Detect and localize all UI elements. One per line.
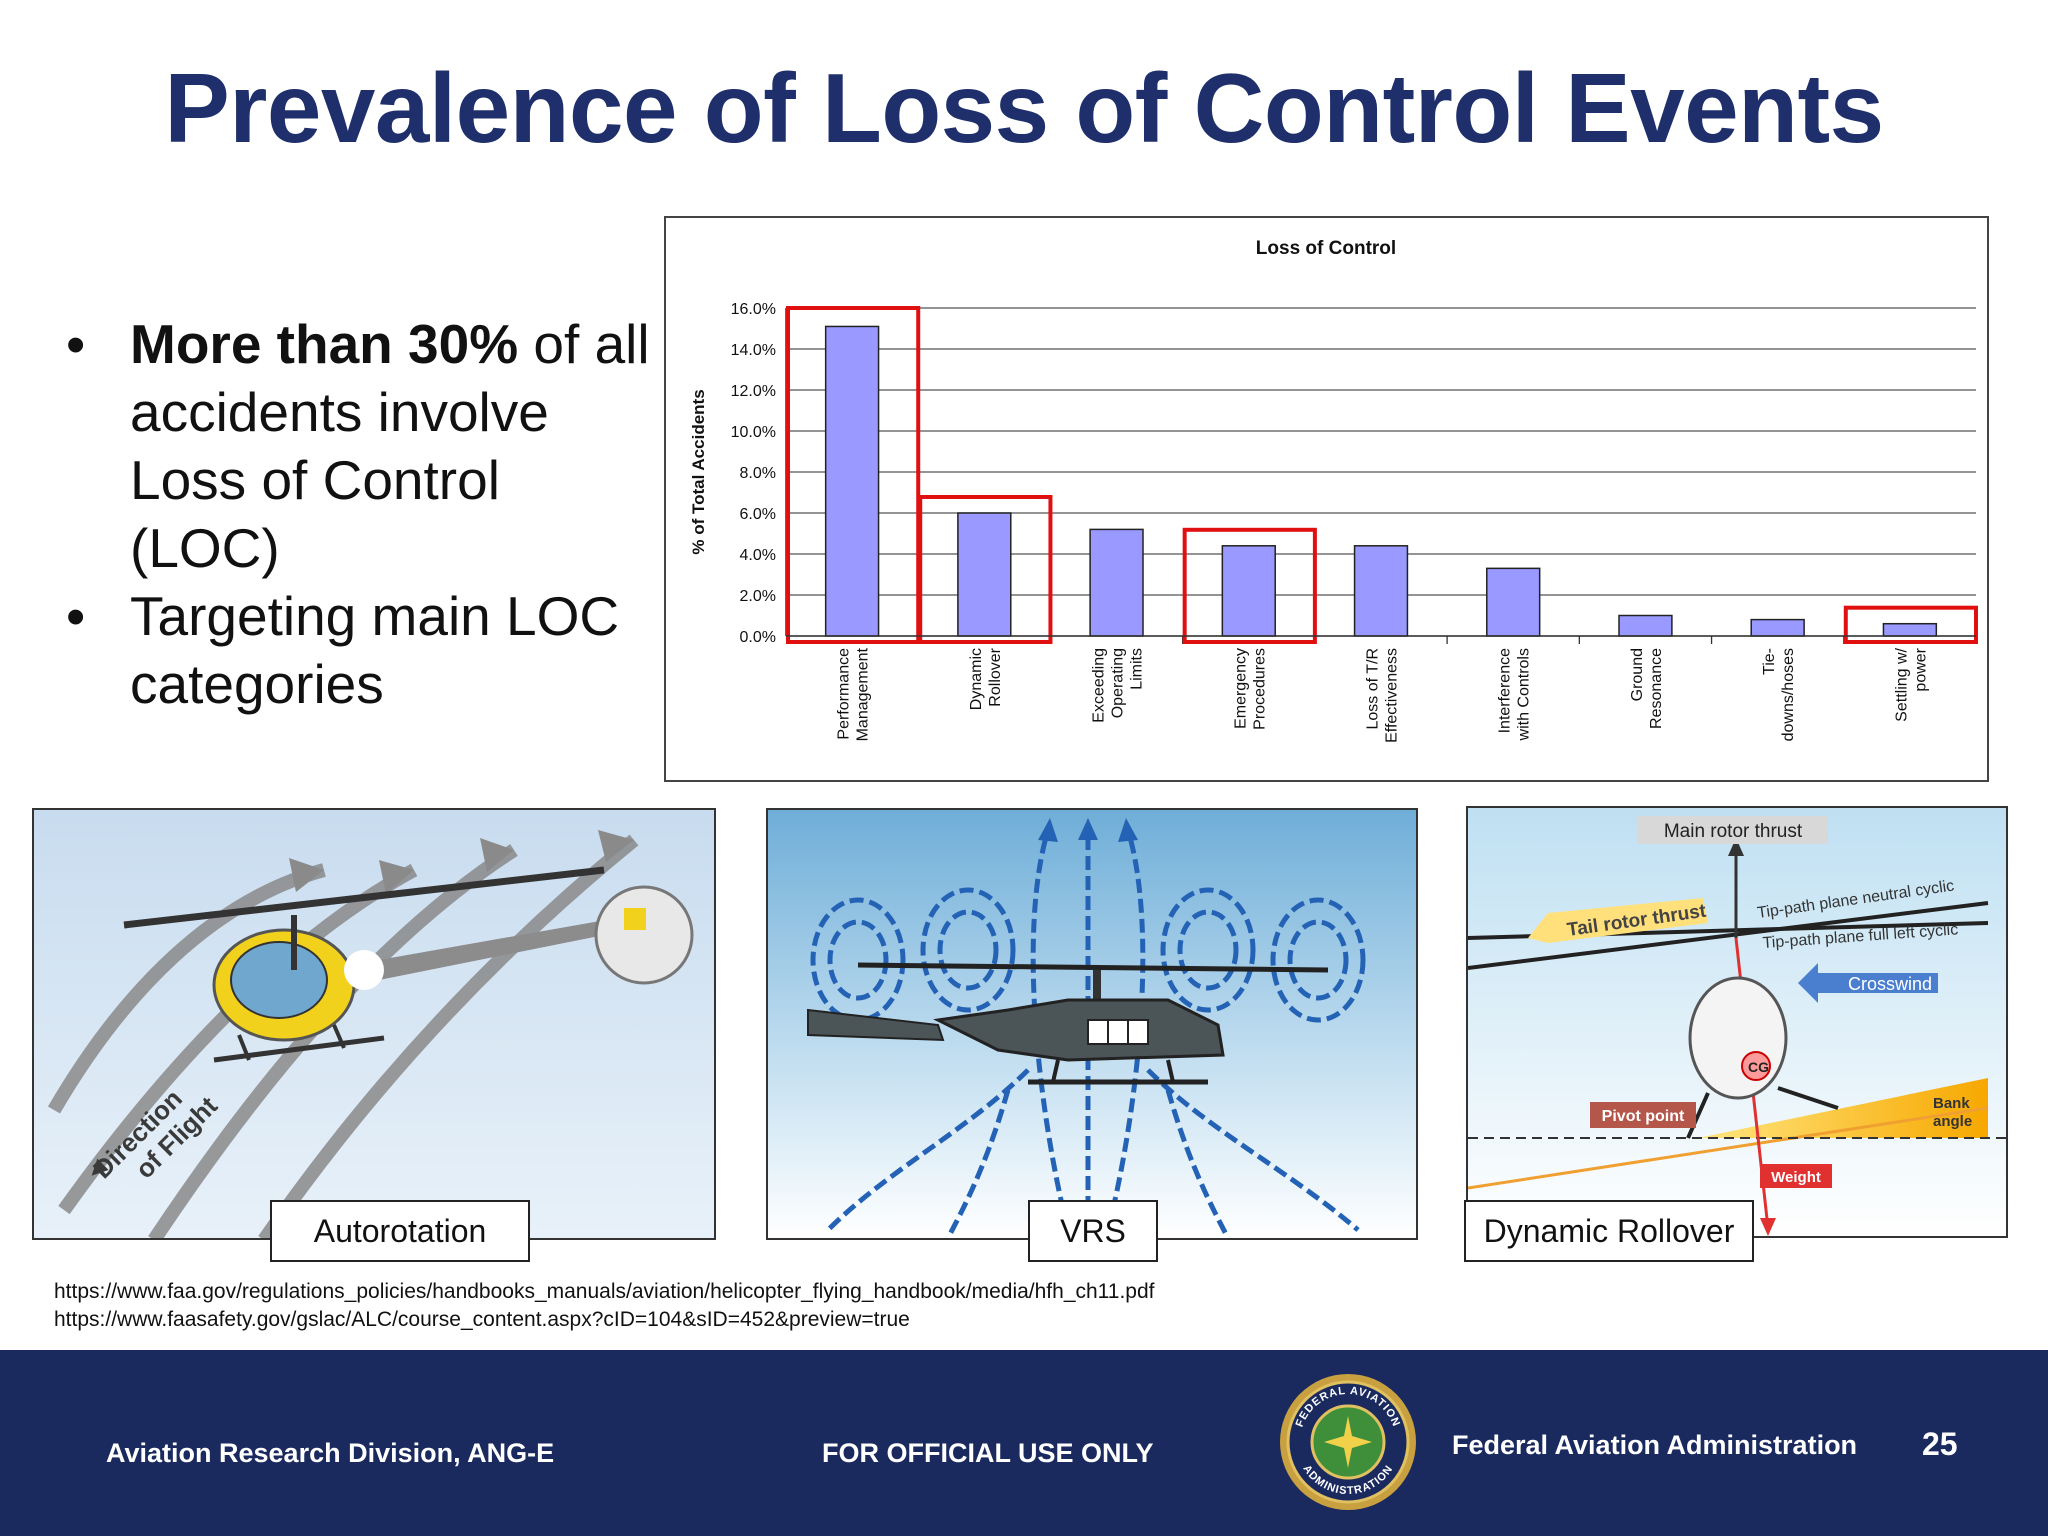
x-tick-label: Loss of T/R [1365, 648, 1382, 730]
footer-division: Aviation Research Division, ANG-E [106, 1438, 555, 1468]
bar [824, 325, 880, 637]
x-tick-label: Limits [1129, 648, 1146, 690]
x-tick-label: with Controls [1516, 648, 1533, 741]
source-link[interactable]: https://www.faa.gov/regulations_policies… [54, 1280, 1155, 1303]
bullet-glyph: • [66, 313, 86, 375]
x-tick-label: Emergency [1232, 648, 1249, 729]
bar [1353, 545, 1409, 637]
autorotation-caption: Autorotation [270, 1200, 530, 1262]
chart-canvas: Loss of Control % of Total Accidents 0.0% 2… [689, 238, 1979, 743]
bar [1089, 528, 1144, 637]
vrs-panel [766, 808, 1418, 1240]
pivot-point-label: Pivot point [1602, 1108, 1685, 1125]
y-tick-label: 14.0% [731, 342, 776, 359]
x-tick-label: Performance [836, 648, 853, 740]
x-tick-label: Procedures [1251, 648, 1268, 730]
x-tick-label: Interference [1497, 648, 1514, 733]
x-tick-label: Tie- [1761, 648, 1778, 675]
faa-seal-icon: FEDERAL AVIATION ADMINISTRATION [1280, 1374, 1416, 1510]
bank-angle-label: Bank [1933, 1095, 1970, 1112]
bar [1882, 622, 1938, 637]
y-tick-label: 12.0% [731, 383, 776, 400]
x-tick-label: Operating [1110, 648, 1127, 718]
main-rotor-thrust-label: Main rotor thrust [1664, 821, 1803, 842]
x-tick-label: downs/hoses [1780, 648, 1797, 741]
x-tick-label: power [1912, 647, 1929, 691]
y-tick-label: 10.0% [731, 424, 776, 441]
weight-label: Weight [1771, 1169, 1821, 1186]
vrs-caption: VRS [1028, 1200, 1158, 1262]
footer-classification: FOR OFFICIAL USE ONLY [822, 1438, 1154, 1468]
bullet-text: Targeting main LOC categories [130, 585, 620, 715]
highlight-box [1182, 527, 1317, 644]
y-tick-label: 2.0% [740, 588, 776, 605]
y-tick-label: 0.0% [740, 629, 776, 646]
autorotation-panel: Direction of Flight [32, 808, 716, 1240]
highlight-box [786, 306, 921, 644]
bar [1618, 614, 1673, 637]
crosswind-label: Crosswind [1848, 974, 1932, 994]
y-tick-label: 8.0% [740, 465, 776, 482]
x-tick-label: Ground [1629, 648, 1646, 701]
y-tick-label: 4.0% [740, 547, 776, 564]
bar [957, 512, 1012, 637]
source-links: https://www.faa.gov/regulations_policies… [54, 1278, 1155, 1334]
vrs-illustration [768, 810, 1416, 1238]
x-tick-label: Exceeding [1091, 648, 1108, 723]
dynamic-rollover-illustration: CG Main rotor thrust Tail rotor thrust T… [1468, 808, 2006, 1236]
x-tick-label: Rollover [987, 647, 1004, 706]
bar [1486, 567, 1541, 637]
source-link[interactable]: https://www.faasafety.gov/gslac/ALC/cour… [54, 1308, 910, 1331]
x-tick-label: Management [855, 647, 872, 741]
autorotation-illustration: Direction of Flight [34, 810, 714, 1238]
chart-title: Loss of Control [1256, 238, 1396, 259]
footer-bar: Aviation Research Division, ANG-E FOR OF… [0, 1350, 2048, 1536]
y-tick-label: 16.0% [731, 301, 776, 318]
highlight-box [918, 495, 1053, 644]
y-axis-label: % of Total Accidents [689, 389, 708, 554]
bank-angle-label: angle [1933, 1113, 1972, 1130]
footer-agency: Federal Aviation Administration [1452, 1430, 1858, 1460]
bullet-glyph: • [66, 585, 86, 647]
x-tick-label: Dynamic [968, 648, 985, 710]
bullet-item: • Targeting main LOC categories [62, 582, 662, 718]
bar [1221, 545, 1276, 637]
bullet-text: of all accidents involve Loss of Control… [130, 313, 650, 579]
x-tick-label: Resonance [1648, 648, 1665, 729]
dynamic-rollover-panel: CG Main rotor thrust Tail rotor thrust T… [1466, 806, 2008, 1238]
page-number: 25 [1922, 1426, 1958, 1462]
bar [1750, 618, 1805, 637]
bullet-list: • More than 30% of all accidents involve… [62, 310, 662, 718]
loss-of-control-chart: Loss of Control % of Total Accidents 0.0% 2… [664, 216, 1989, 782]
bullet-item: • More than 30% of all accidents involve… [62, 310, 662, 582]
y-tick-label: 6.0% [740, 506, 776, 523]
dynamic-rollover-caption: Dynamic Rollover [1464, 1200, 1754, 1262]
bullet-bold-text: More than 30% [130, 313, 519, 375]
highlight-box [1843, 605, 1979, 645]
x-tick-label: Effectiveness [1384, 648, 1401, 743]
cg-label: CG [1748, 1059, 1769, 1075]
slide-title: Prevalence of Loss of Control Events [164, 53, 1884, 163]
x-tick-label: Settling w/ [1893, 647, 1910, 721]
